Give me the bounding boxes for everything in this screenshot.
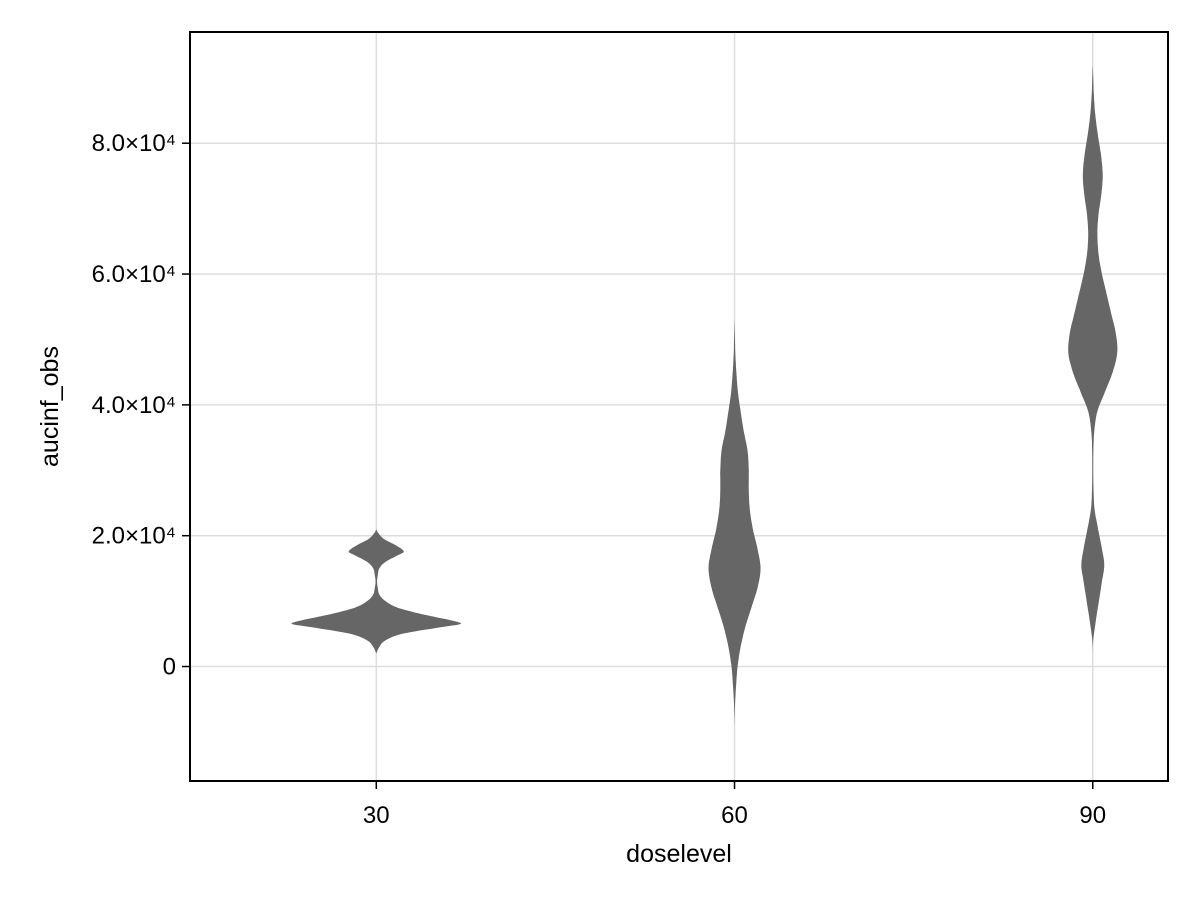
x-axis-ticks: 30 60 90 bbox=[363, 781, 1106, 829]
violin-90 bbox=[1068, 64, 1118, 654]
y-axis-ticks: 0 2.0×10⁴ 4.0×10⁴ 6.0×10⁴ 8.0×10⁴ bbox=[92, 130, 190, 681]
plot-frame bbox=[189, 31, 1169, 782]
y-tick-label: 8.0×10⁴ bbox=[92, 130, 176, 157]
violin-30 bbox=[291, 529, 461, 654]
x-tick-label: 90 bbox=[1079, 802, 1106, 829]
y-tick-label: 4.0×10⁴ bbox=[92, 392, 176, 419]
violins bbox=[291, 64, 1118, 726]
y-tick-label: 2.0×10⁴ bbox=[92, 523, 176, 550]
x-tick-label: 30 bbox=[363, 802, 390, 829]
violin-60 bbox=[708, 319, 761, 726]
y-axis-label: aucinf_obs bbox=[36, 346, 64, 467]
y-tick-label: 6.0×10⁴ bbox=[92, 261, 176, 288]
grid-lines bbox=[190, 32, 1168, 781]
y-tick-label: 0 bbox=[163, 654, 176, 681]
x-tick-label: 60 bbox=[721, 802, 748, 829]
x-axis-label: doselevel bbox=[626, 840, 732, 868]
